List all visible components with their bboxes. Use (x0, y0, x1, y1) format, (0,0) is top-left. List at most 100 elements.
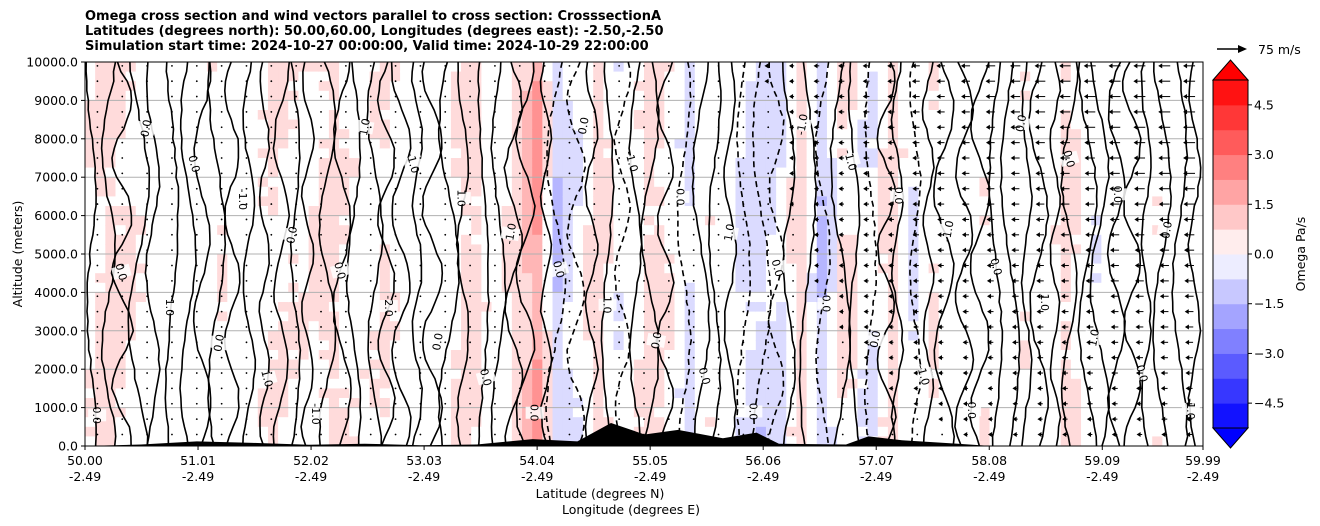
contour-line-negative (908, 62, 923, 446)
wind-vector (419, 264, 422, 267)
omega-cell (867, 302, 879, 313)
omega-cell (776, 398, 787, 409)
omega-cell (308, 71, 320, 82)
wind-vector (369, 433, 372, 436)
wind-vector (121, 326, 124, 328)
wind-vector (270, 203, 273, 205)
omega-cell (288, 263, 300, 274)
omega-cell (735, 62, 747, 73)
omega-cell (1091, 350, 1102, 361)
omega-cell (979, 417, 991, 428)
omega-cell (796, 359, 808, 370)
omega-cell (1030, 311, 1041, 322)
omega-cell (166, 340, 178, 351)
omega-cell (166, 138, 178, 149)
omega-cell (654, 186, 665, 197)
omega-cell (979, 292, 991, 303)
omega-cell (206, 234, 218, 245)
omega-cell (867, 369, 879, 380)
wind-vector (494, 433, 496, 436)
omega-cell (461, 398, 472, 409)
omega-cell (115, 196, 127, 207)
contour-line-positive (723, 62, 738, 446)
omega-cell (908, 100, 920, 111)
wind-vector (195, 203, 198, 205)
omega-cell (206, 426, 218, 437)
omega-cell (908, 311, 920, 322)
omega-cell (1121, 177, 1133, 188)
omega-cell (857, 206, 869, 217)
omega-cell (928, 311, 940, 322)
omega-cell (796, 206, 808, 217)
omega-cell (989, 254, 1001, 265)
omega-cell (400, 321, 411, 332)
omega-cell (389, 263, 401, 274)
omega-cell (430, 186, 442, 197)
wind-vector (171, 418, 173, 421)
omega-cell (430, 100, 442, 111)
omega-cell (1030, 186, 1041, 197)
omega-cell (522, 148, 533, 159)
omega-cell (918, 282, 930, 293)
omega-cell (796, 263, 808, 274)
omega-cell (359, 407, 371, 418)
omega-cell (176, 350, 188, 361)
omega-cell (572, 90, 584, 101)
omega-cell (176, 62, 188, 73)
omega-cell (369, 196, 381, 207)
omega-cell (1192, 206, 1203, 217)
omega-cell (125, 167, 137, 178)
omega-cell (704, 302, 716, 313)
omega-cell (1101, 119, 1113, 130)
omega-cell (379, 244, 391, 255)
omega-cell (989, 138, 1001, 149)
omega-cell (217, 350, 228, 361)
wind-vector (146, 356, 149, 359)
wind-vector (444, 95, 447, 98)
omega-cell (227, 263, 239, 274)
omega-cell (410, 244, 421, 255)
omega-cell (796, 321, 808, 332)
omega-cell (227, 206, 239, 217)
omega-cell (633, 292, 645, 303)
omega-cell (1111, 254, 1123, 265)
omega-cell (278, 71, 289, 82)
omega-cell (704, 398, 716, 409)
omega-cell (318, 350, 330, 361)
omega-cell (1040, 254, 1052, 265)
omega-cell (481, 426, 493, 437)
omega-cell (704, 62, 716, 73)
omega-cell (989, 148, 1001, 159)
omega-cell (410, 234, 421, 245)
omega-cell (1142, 71, 1153, 82)
omega-cell (298, 330, 310, 341)
omega-cell (359, 417, 371, 428)
omega-cell (450, 436, 462, 446)
omega-cell (491, 378, 503, 389)
wind-vector (320, 95, 322, 98)
omega-cell (654, 196, 665, 207)
omega-cell (674, 158, 686, 169)
omega-cell (105, 100, 117, 111)
omega-cell (85, 273, 96, 284)
contour-label-bg (427, 334, 448, 350)
contour-label: 0.0 (746, 403, 759, 421)
wind-vector (121, 141, 124, 144)
wind-vectors (96, 63, 1196, 437)
omega-cell (1060, 340, 1072, 351)
omega-cell (887, 378, 899, 389)
omega-cell (369, 206, 381, 217)
omega-cell (633, 340, 645, 351)
omega-cell (511, 244, 523, 255)
omega-cell (969, 369, 980, 380)
omega-cell (918, 110, 930, 121)
omega-cell (400, 206, 411, 217)
omega-cell (1121, 244, 1133, 255)
omega-cell (837, 436, 848, 446)
omega-cell (471, 321, 482, 332)
omega-cell (1009, 177, 1021, 188)
omega-cell (166, 359, 178, 370)
omega-cell (796, 62, 808, 73)
wind-vector (369, 372, 372, 374)
omega-cell (593, 71, 604, 82)
